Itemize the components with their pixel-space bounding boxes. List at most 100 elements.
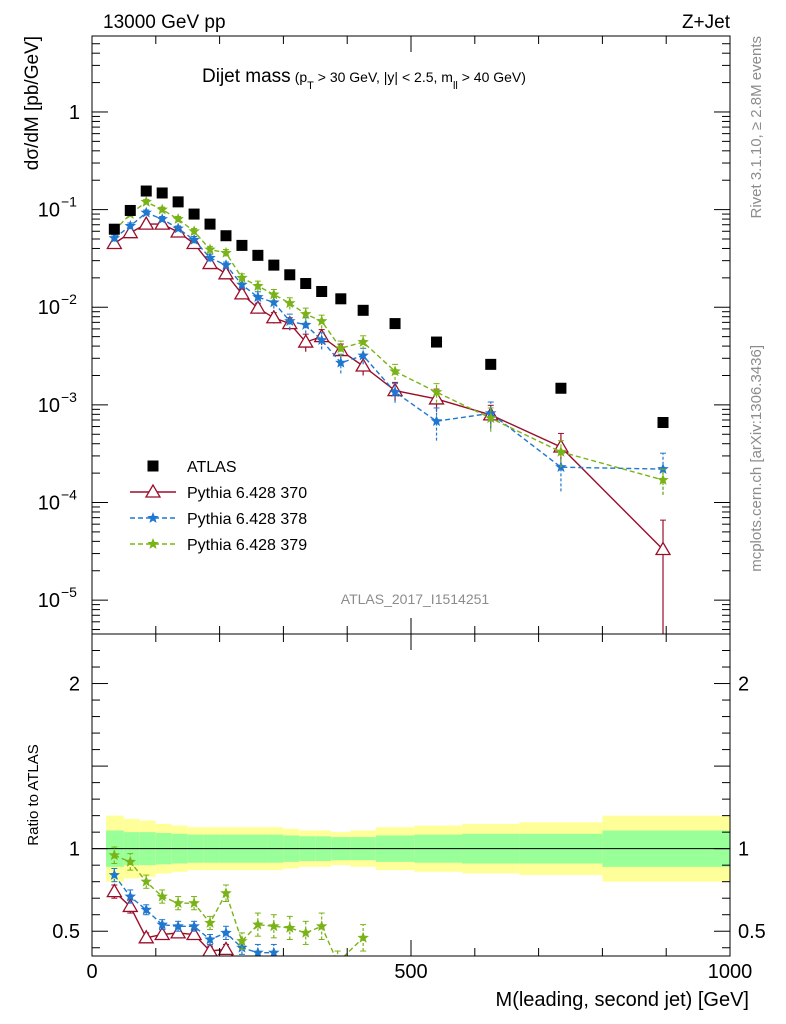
point-atlas [389, 318, 401, 330]
point-pythia-6-428-378 [172, 222, 184, 234]
point-pythia-6-428-370 [297, 333, 314, 348]
ratio-point-pythia-6-428-370 [217, 941, 235, 956]
ratio-point-pythia-6-428-378 [108, 869, 120, 880]
header-right: Z+Jet [682, 12, 731, 33]
ratio-data [92, 815, 730, 968]
main-title: Dijet mass (pT > 30 GeV, |y| < 2.5, mll >… [202, 66, 526, 92]
ratio-y-tick-label-right: 1 [738, 839, 749, 861]
legend-label-pythia-6-428-370: Pythia 6.428 370 [187, 485, 307, 502]
point-pythia-6-428-370 [355, 357, 372, 372]
ratio-y-tick-label-right: 0.5 [738, 921, 766, 943]
ratio-point-pythia-6-428-378 [172, 920, 184, 932]
point-pythia-6-428-378 [335, 356, 347, 368]
ratio-point-pythia-6-428-378 [220, 926, 232, 938]
point-pythia-6-428-378 [430, 415, 443, 427]
ratio-y-tick-label: 0.5 [52, 921, 80, 943]
y-tick-label-exponent: −2 [61, 291, 77, 307]
point-pythia-6-428-379 [357, 336, 369, 347]
point-pythia-6-428-378 [284, 315, 296, 326]
point-pythia-6-428-378 [357, 349, 369, 361]
point-pythia-6-428-379 [140, 195, 152, 207]
ratio-point-pythia-6-428-370 [106, 883, 123, 898]
point-pythia-6-428-370 [154, 215, 171, 230]
ratio-point-pythia-6-428-379 [204, 917, 216, 928]
ratio-point-pythia-6-428-379 [357, 931, 369, 943]
ratio-series-pythia-6-428-378 [108, 867, 280, 956]
x-tick-label: 0 [86, 961, 97, 983]
x-tick-label: 500 [394, 961, 427, 983]
main-ylabel: dσ/dM [pb/GeV] [22, 36, 43, 170]
point-pythia-6-428-370 [122, 224, 139, 239]
legend: ATLAS Pythia 6.428 370 Pythia 6.428 378 Pyt… [130, 459, 307, 554]
point-pythia-6-428-370 [428, 390, 445, 405]
point-pythia-6-428-370 [249, 299, 267, 314]
point-pythia-6-428-379 [430, 386, 443, 397]
ratio-point-pythia-6-428-379 [156, 890, 168, 902]
ratio-point-pythia-6-428-378 [188, 920, 200, 932]
ratio-point-pythia-6-428-370 [169, 924, 187, 939]
point-atlas [172, 196, 184, 208]
title-cuts-sub-pt: T [307, 80, 314, 92]
ratio-y-tick-label: 2 [69, 674, 80, 696]
point-atlas [236, 239, 248, 251]
y-tick-label: 1 [69, 102, 80, 124]
point-pythia-6-428-378 [204, 251, 216, 263]
point-pythia-6-428-379 [188, 225, 200, 237]
y-tick-label: 10 [38, 493, 60, 515]
title-cuts-2: > 30 GeV, |y| < 2.5, m [314, 69, 453, 85]
point-pythia-6-428-379 [657, 474, 669, 485]
ratio-point-pythia-6-428-379 [236, 935, 248, 946]
point-atlas [220, 230, 232, 242]
ratio-point-pythia-6-428-378 [268, 946, 280, 956]
point-atlas [204, 218, 216, 230]
ratio-frame [91, 633, 731, 957]
ratio-point-pythia-6-428-379 [252, 918, 264, 930]
point-pythia-6-428-378 [140, 206, 152, 218]
point-pythia-6-428-378 [124, 220, 136, 231]
point-atlas [316, 285, 328, 297]
ratio-point-pythia-6-428-379 [332, 957, 343, 968]
point-pythia-6-428-378 [220, 259, 232, 270]
point-atlas [555, 382, 567, 394]
y-tick-label: 10 [38, 395, 60, 417]
y-tick-label-exponent: −1 [61, 194, 77, 210]
ratio-point-pythia-6-428-378 [252, 946, 264, 956]
point-atlas [357, 304, 369, 316]
point-pythia-6-428-378 [268, 296, 280, 308]
ratio-panel: 0.5 0.5 1 1 2 2 0 500 1000 Ratio to ATLAS M(lead… [25, 633, 766, 1011]
y-tick-label-exponent: −4 [61, 487, 77, 503]
ratio-point-pythia-6-428-370 [122, 898, 139, 913]
main-panel: 110−110−210−310−410−5 Dijet mass (pT > 30… [22, 35, 731, 635]
ratio-y-tick-label-right: 2 [738, 674, 749, 696]
point-pythia-6-428-370 [217, 265, 235, 280]
ratio-point-pythia-6-428-370 [241, 955, 242, 956]
point-pythia-6-428-378 [188, 233, 200, 245]
ratio-axes: 0.5 0.5 1 1 2 2 0 500 1000 [52, 634, 766, 983]
point-atlas [124, 204, 136, 216]
ratio-point-pythia-6-428-379 [140, 875, 152, 887]
ratio-point-pythia-6-428-379 [188, 897, 200, 908]
ratio-point-pythia-6-428-378 [156, 918, 168, 930]
point-pythia-6-428-379 [220, 246, 232, 258]
y-tick-label: 10 [38, 297, 60, 319]
series-line-pythia-6-428-378 [113, 211, 664, 470]
point-pythia-6-428-370 [654, 541, 672, 556]
ratio-y-tick-label: 1 [69, 839, 80, 861]
ratio-point-pythia-6-428-379 [300, 926, 312, 938]
ratio-point-pythia-6-428-379 [172, 897, 184, 908]
x-axis-label: M(leading, second jet) [GeV] [496, 989, 749, 1011]
y-tick-label-exponent: −3 [61, 389, 77, 405]
point-pythia-6-428-379 [316, 315, 328, 326]
point-pythia-6-428-379 [156, 203, 168, 215]
legend-label-atlas: ATLAS [187, 459, 237, 476]
ratio-point-pythia-6-428-370 [202, 942, 218, 956]
title-cuts-sub-ll: ll [453, 80, 458, 92]
ratio-point-pythia-6-428-378 [140, 903, 152, 915]
point-pythia-6-428-378 [236, 278, 248, 290]
point-atlas [657, 416, 669, 428]
point-pythia-6-428-378 [300, 318, 312, 330]
point-pythia-6-428-379 [389, 365, 401, 377]
analysis-label: ATLAS_2017_I1514251 [341, 591, 490, 607]
legend-marker-pythia-6-428-370 [144, 483, 162, 498]
point-pythia-6-428-370 [233, 285, 251, 300]
